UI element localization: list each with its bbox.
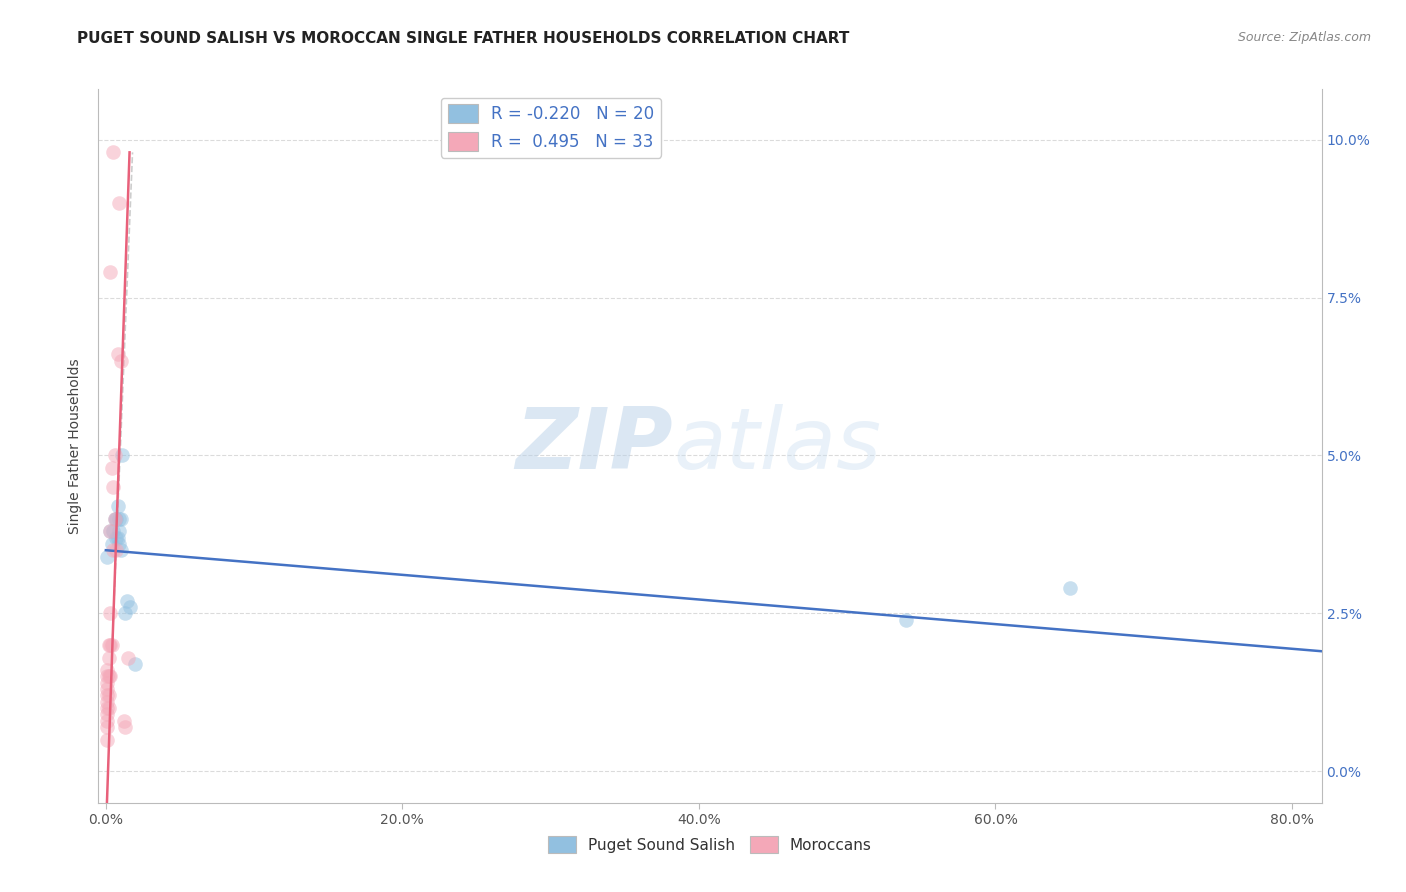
Point — [96, 682, 118, 697]
Legend: Puget Sound Salish, Moroccans: Puget Sound Salish, Moroccans — [543, 830, 877, 859]
Point — [110, 543, 132, 558]
Point — [97, 669, 120, 683]
Point — [96, 714, 118, 728]
Point — [96, 689, 118, 703]
Point — [96, 707, 118, 722]
Point — [100, 537, 122, 551]
Point — [105, 511, 128, 525]
Point — [104, 511, 127, 525]
Point — [98, 669, 121, 683]
Point — [100, 461, 122, 475]
Point — [108, 537, 131, 551]
Text: ZIP: ZIP — [516, 404, 673, 488]
Point — [107, 347, 129, 361]
Point — [98, 524, 121, 539]
Point — [105, 531, 128, 545]
Point — [96, 701, 118, 715]
Point — [110, 353, 132, 368]
Point — [105, 543, 128, 558]
Point — [100, 638, 122, 652]
Point — [96, 663, 118, 677]
Point — [124, 657, 146, 671]
Point — [104, 449, 127, 463]
Point — [112, 714, 135, 728]
Text: atlas: atlas — [673, 404, 882, 488]
Point — [98, 607, 121, 621]
Point — [103, 145, 125, 160]
Text: Source: ZipAtlas.com: Source: ZipAtlas.com — [1237, 31, 1371, 45]
Point — [98, 638, 121, 652]
Y-axis label: Single Father Households: Single Father Households — [69, 359, 83, 533]
Point — [114, 607, 136, 621]
Point — [98, 265, 121, 279]
Point — [103, 480, 125, 494]
Point — [107, 499, 129, 513]
Point — [1059, 581, 1081, 595]
Point — [108, 511, 131, 525]
Point — [96, 669, 118, 683]
Point — [96, 732, 118, 747]
Point — [96, 549, 118, 564]
Point — [108, 524, 131, 539]
Point — [118, 600, 141, 615]
Text: PUGET SOUND SALISH VS MOROCCAN SINGLE FATHER HOUSEHOLDS CORRELATION CHART: PUGET SOUND SALISH VS MOROCCAN SINGLE FA… — [77, 31, 849, 46]
Point — [115, 593, 138, 607]
Point — [96, 675, 118, 690]
Point — [98, 524, 121, 539]
Point — [103, 524, 125, 539]
Point — [108, 195, 131, 210]
Point — [117, 650, 139, 665]
Point — [97, 689, 120, 703]
Point — [97, 701, 120, 715]
Point — [97, 650, 120, 665]
Point — [103, 543, 125, 558]
Point — [896, 613, 918, 627]
Point — [97, 638, 120, 652]
Point — [111, 449, 134, 463]
Point — [104, 511, 127, 525]
Point — [107, 531, 129, 545]
Point — [96, 720, 118, 734]
Point — [114, 720, 136, 734]
Point — [96, 695, 118, 709]
Point — [110, 511, 132, 525]
